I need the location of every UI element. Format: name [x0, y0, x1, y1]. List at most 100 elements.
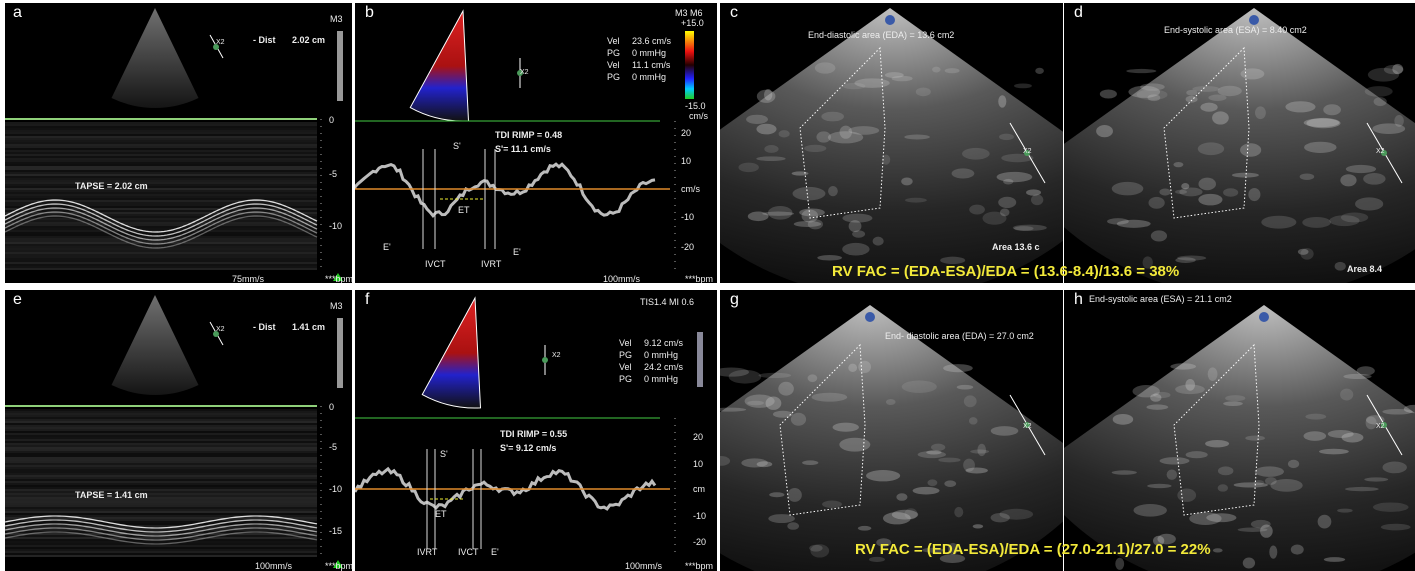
speckle	[902, 380, 937, 393]
speckle	[1319, 449, 1349, 455]
label: -15.0	[685, 102, 706, 111]
speckle	[931, 444, 945, 451]
speckle	[817, 255, 842, 260]
area-value: Area 13.6 c	[992, 243, 1040, 252]
speckle	[815, 62, 836, 73]
label: ***bpm	[685, 275, 713, 283]
speckle	[1232, 173, 1259, 178]
speckle	[1300, 173, 1315, 179]
measurement: TAPSE = 2.02 cm	[75, 182, 148, 191]
speckle	[766, 397, 782, 410]
panel: aM3- Dist2.02 cmX2TAPSE = 2.02 cm75mm/s*…	[5, 3, 352, 283]
speckle	[1013, 225, 1047, 231]
speckle	[944, 480, 956, 487]
wave-label: IVCT	[425, 260, 446, 269]
label: Vel	[619, 363, 632, 372]
panel-label: h	[1074, 292, 1083, 308]
label: 23.6 cm/s	[632, 37, 671, 46]
area-title: End-systolic area (ESA) = 8.40 cm2	[1164, 26, 1307, 35]
speckle	[1137, 89, 1168, 100]
label: 11.1 cm/s	[632, 61, 670, 70]
speckle	[756, 156, 785, 161]
speckle	[1170, 363, 1196, 369]
speckle	[1304, 431, 1327, 441]
waveform	[355, 164, 655, 216]
speckle	[1323, 104, 1341, 115]
depth-tick: -5	[329, 170, 337, 179]
speckle	[1291, 545, 1304, 555]
label: 2.02 cm	[292, 36, 325, 45]
speckle	[957, 385, 973, 390]
label: 75mm/s	[232, 275, 264, 283]
speckle	[1270, 479, 1302, 492]
label: 100mm/s	[255, 562, 292, 571]
speckle	[1346, 165, 1376, 173]
label: X2	[520, 69, 529, 76]
speckle	[970, 449, 989, 453]
label: S'= 11.1 cm/s	[495, 145, 551, 154]
speckle	[1014, 83, 1032, 88]
speckle	[1147, 484, 1171, 488]
speckle	[1394, 115, 1404, 127]
speckle	[1200, 103, 1217, 112]
label: M3	[330, 15, 343, 24]
speckle	[1186, 96, 1198, 103]
speckle	[791, 413, 806, 426]
panel-graphic	[720, 3, 1063, 283]
speckle	[1240, 143, 1261, 156]
speckle	[849, 220, 862, 232]
panel: fTIS1.4 MI 0.6X2TDI RIMP = 0.55S'= 9.12 …	[355, 290, 717, 571]
panel-label: b	[365, 5, 374, 21]
speckle	[773, 411, 793, 418]
label: X2	[1376, 148, 1385, 155]
label: ***bpm	[325, 275, 352, 283]
speckle	[983, 212, 1007, 225]
speckle	[764, 89, 772, 100]
speckle	[932, 67, 941, 73]
area-title: End- diastolic area (EDA) = 27.0 cm2	[885, 332, 1034, 341]
speckle	[768, 206, 792, 220]
probe-icon	[1259, 312, 1269, 322]
speckle	[833, 423, 859, 432]
speckle	[1167, 469, 1177, 479]
velocity-tick: 20	[693, 433, 703, 442]
sector	[720, 305, 1063, 571]
label: ***bpm	[685, 562, 713, 571]
speckle	[954, 507, 963, 517]
speckle	[866, 470, 900, 481]
label: Vel	[619, 339, 632, 348]
velocity-tick: 10	[693, 460, 703, 469]
speckle	[1213, 548, 1223, 552]
speckle	[1238, 528, 1268, 532]
label: 9.12 cm/s	[644, 339, 683, 348]
speckle	[1373, 502, 1409, 511]
sector	[422, 298, 480, 408]
speckle	[1318, 515, 1332, 529]
sector	[410, 11, 468, 121]
label: Vel	[607, 61, 620, 70]
speckle	[1175, 190, 1187, 194]
speckle	[892, 76, 913, 82]
panel-graphic	[5, 3, 352, 283]
speckle	[1031, 194, 1043, 205]
label: 0 mmHg	[644, 375, 678, 384]
speckle	[1177, 489, 1196, 502]
wave-label: S'	[440, 450, 448, 459]
speckle	[843, 83, 866, 89]
speckle	[1100, 89, 1117, 98]
velocity-tick: 20	[681, 129, 691, 138]
speckle	[1329, 215, 1359, 226]
panel-label: e	[13, 292, 22, 308]
speckle	[1255, 106, 1266, 119]
speckle	[839, 438, 870, 452]
speckle	[768, 514, 795, 523]
speckle	[1212, 111, 1229, 124]
label: TIS1.4 MI 0.6	[640, 298, 694, 307]
speckle	[916, 87, 931, 96]
wave-label: E'	[513, 248, 521, 257]
speckle	[822, 501, 842, 508]
speckle	[1112, 182, 1144, 196]
speckle	[821, 112, 844, 122]
panel: hEnd-systolic area (ESA) = 21.1 cm2X2	[1064, 290, 1415, 571]
speckle	[810, 544, 829, 557]
